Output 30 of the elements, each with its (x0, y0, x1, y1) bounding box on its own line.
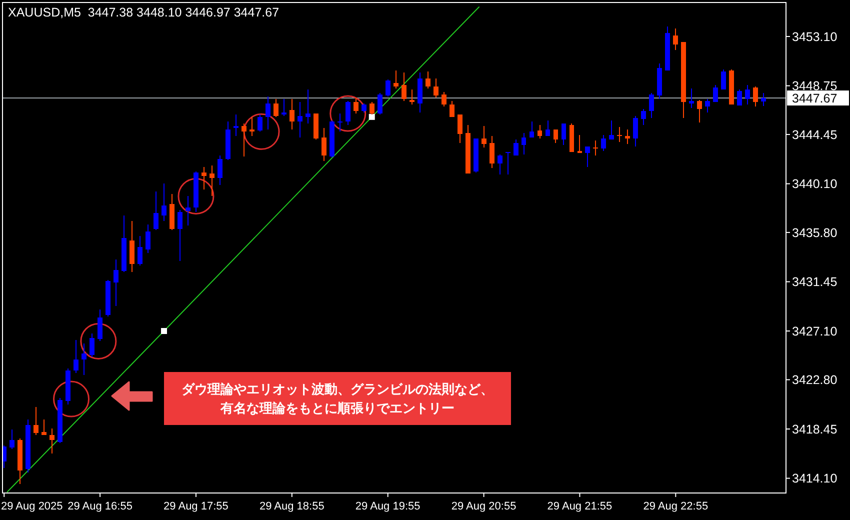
x-tick-label: 29 Aug 18:55 (259, 500, 324, 512)
x-tick-label: 29 Aug 17:55 (164, 500, 228, 512)
x-tick-label: 29 Aug 16:55 (68, 500, 132, 512)
y-tick-label: 3444.45 (792, 128, 838, 142)
ref-line-label: 3447.67 (792, 91, 838, 106)
y-tick-label: 3418.45 (792, 422, 838, 436)
y-tick-label: 3427.10 (792, 324, 838, 338)
point (330, 95, 366, 132)
note: ダウ理論やエリオット波動、グランビルの法則など、有名な理論をもとに順張りでエントリー (164, 372, 511, 425)
point (243, 113, 280, 150)
y-tick-label: 3422.80 (792, 373, 838, 388)
x-tick-label: 29 Aug 19:55 (355, 500, 420, 512)
y-tick-label: 3440.10 (792, 177, 838, 192)
x-tick-label: 29 Aug 20:55 (451, 500, 516, 512)
y-tick-label: 3431.45 (792, 275, 838, 290)
point (178, 178, 214, 214)
annotation: ダウ理論やエリオット波動、グランビルの法則など、有名な理論をもとに順張りでエントリー (182, 382, 494, 416)
point (80, 322, 117, 360)
point (368, 114, 375, 120)
chart-title: XAUUSD,M5 3447.38 3448.10 3446.97 3447.67 (8, 6, 280, 20)
price-label: 3447.67 (787, 90, 849, 106)
point (160, 328, 167, 334)
y-tick-label: 3435.80 (792, 226, 838, 240)
x-tick-label: 29 Aug 21:55 (547, 500, 612, 512)
x-tick-label: 29 Aug 2025 (1, 500, 63, 512)
y-tick-label: 3448.75 (792, 79, 838, 94)
y-tick-label: 3414.10 (792, 472, 838, 486)
y-tick-label: 3453.10 (792, 30, 838, 44)
x-tick-label: 29 Aug 22:55 (643, 500, 708, 512)
point (53, 380, 90, 418)
